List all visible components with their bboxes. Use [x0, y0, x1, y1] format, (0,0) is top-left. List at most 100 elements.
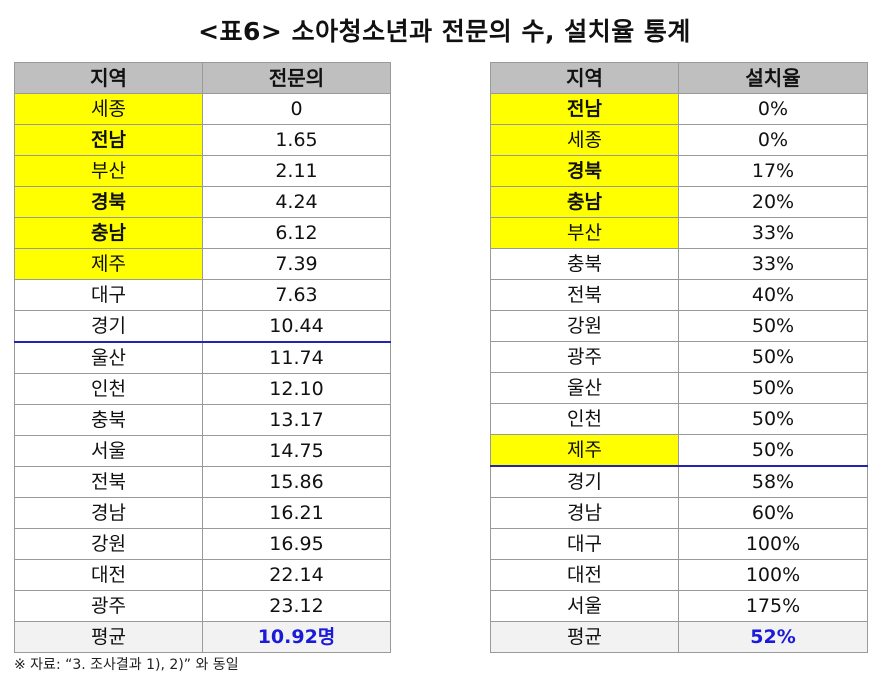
table-row: 서울 175% [490, 590, 868, 622]
region-cell: 제주 [14, 248, 203, 280]
value-cell: 11.74 [202, 341, 391, 374]
table-row: 세종 0 [14, 93, 391, 125]
region-cell: 경남 [490, 497, 679, 529]
table-row: 강원 50% [490, 310, 868, 342]
value-cell: 15.86 [202, 466, 391, 498]
value-cell: 20% [678, 186, 868, 218]
source-note: ※ 자료: “3. 조사결과 1), 2)” 와 동일 [14, 657, 239, 673]
table-row: 대구 100% [490, 528, 868, 560]
table-row: 부산 33% [490, 217, 868, 249]
table-row: 경기 58% [490, 465, 868, 498]
table-row: 제주 50% [490, 434, 868, 467]
value-cell: 50% [678, 372, 868, 404]
table-row: 서울 14.75 [14, 435, 391, 467]
value-cell: 50% [678, 341, 868, 373]
table-row: 부산 2.11 [14, 155, 391, 187]
table-row: 충남 6.12 [14, 217, 391, 249]
value-cell: 0% [678, 93, 868, 125]
region-header: 지역 [490, 62, 679, 94]
table-row: 울산 11.74 [14, 341, 391, 374]
average-row: 평균 10.92명 [14, 621, 391, 653]
region-cell: 전남 [490, 93, 679, 125]
value-cell: 10.44 [202, 310, 391, 343]
header-row: 지역 전문의 [14, 62, 391, 94]
table-row: 전북 40% [490, 279, 868, 311]
region-cell: 충남 [14, 217, 203, 249]
value-cell: 175% [678, 590, 868, 622]
value-cell: 50% [678, 310, 868, 342]
region-cell: 광주 [14, 590, 203, 622]
table-row: 강원 16.95 [14, 528, 391, 560]
value-cell: 100% [678, 528, 868, 560]
value-cell: 7.39 [202, 248, 391, 280]
region-cell: 제주 [490, 434, 679, 467]
region-cell: 강원 [14, 528, 203, 560]
region-cell: 강원 [490, 310, 679, 342]
region-cell: 인천 [14, 373, 203, 405]
value-cell: 13.17 [202, 404, 391, 436]
region-cell: 광주 [490, 341, 679, 373]
value-cell: 14.75 [202, 435, 391, 467]
value-cell: 50% [678, 403, 868, 435]
value-cell: 1.65 [202, 124, 391, 156]
region-cell: 대전 [14, 559, 203, 591]
table-row: 경북 4.24 [14, 186, 391, 218]
value-cell: 0 [202, 93, 391, 125]
table-title: <표6> 소아청소년과 전문의 수, 설치율 통계 [198, 17, 691, 46]
rate-header: 설치율 [678, 62, 868, 94]
value-cell: 100% [678, 559, 868, 591]
value-cell: 17% [678, 155, 868, 187]
table-row: 세종 0% [490, 124, 868, 156]
value-cell: 6.12 [202, 217, 391, 249]
table-row: 인천 50% [490, 403, 868, 435]
table-row: 인천 12.10 [14, 373, 391, 405]
value-cell: 23.12 [202, 590, 391, 622]
value-cell: 2.11 [202, 155, 391, 187]
value-cell: 16.21 [202, 497, 391, 529]
value-cell: 40% [678, 279, 868, 311]
region-cell: 충북 [14, 404, 203, 436]
value-cell: 50% [678, 434, 868, 467]
table-row: 대전 22.14 [14, 559, 391, 591]
table-row: 충북 33% [490, 248, 868, 280]
region-cell: 충남 [490, 186, 679, 218]
region-cell: 울산 [490, 372, 679, 404]
table-row: 대구 7.63 [14, 279, 391, 311]
table-row: 광주 50% [490, 341, 868, 373]
region-cell: 서울 [490, 590, 679, 622]
region-cell: 인천 [490, 403, 679, 435]
value-cell: 12.10 [202, 373, 391, 405]
region-cell: 경기 [490, 465, 679, 498]
average-label: 평균 [490, 621, 679, 653]
region-cell: 경북 [490, 155, 679, 187]
value-cell: 4.24 [202, 186, 391, 218]
region-cell: 경북 [14, 186, 203, 218]
table-row: 경북 17% [490, 155, 868, 187]
region-cell: 세종 [14, 93, 203, 125]
average-row: 평균 52% [490, 621, 868, 653]
average-value: 10.92명 [202, 621, 391, 653]
table-row: 경기 10.44 [14, 310, 391, 343]
region-cell: 대전 [490, 559, 679, 591]
region-cell: 경기 [14, 310, 203, 343]
specialist-count-table: 지역 전문의 세종 0 전남 1.65 부산 2.11 경북 4.24 충남 6.12 제주 7.39… [14, 62, 391, 653]
region-cell: 전북 [490, 279, 679, 311]
average-label: 평균 [14, 621, 203, 653]
region-cell: 대구 [14, 279, 203, 311]
region-cell: 충북 [490, 248, 679, 280]
value-cell: 7.63 [202, 279, 391, 311]
value-cell: 22.14 [202, 559, 391, 591]
table-row: 제주 7.39 [14, 248, 391, 280]
table-row: 충남 20% [490, 186, 868, 218]
specialist-header: 전문의 [202, 62, 391, 94]
region-cell: 울산 [14, 341, 203, 374]
region-cell: 세종 [490, 124, 679, 156]
table-row: 울산 50% [490, 372, 868, 404]
region-cell: 전북 [14, 466, 203, 498]
value-cell: 16.95 [202, 528, 391, 560]
table-row: 광주 23.12 [14, 590, 391, 622]
region-cell: 전남 [14, 124, 203, 156]
region-cell: 대구 [490, 528, 679, 560]
header-row: 지역 설치율 [490, 62, 868, 94]
value-cell: 58% [678, 465, 868, 498]
